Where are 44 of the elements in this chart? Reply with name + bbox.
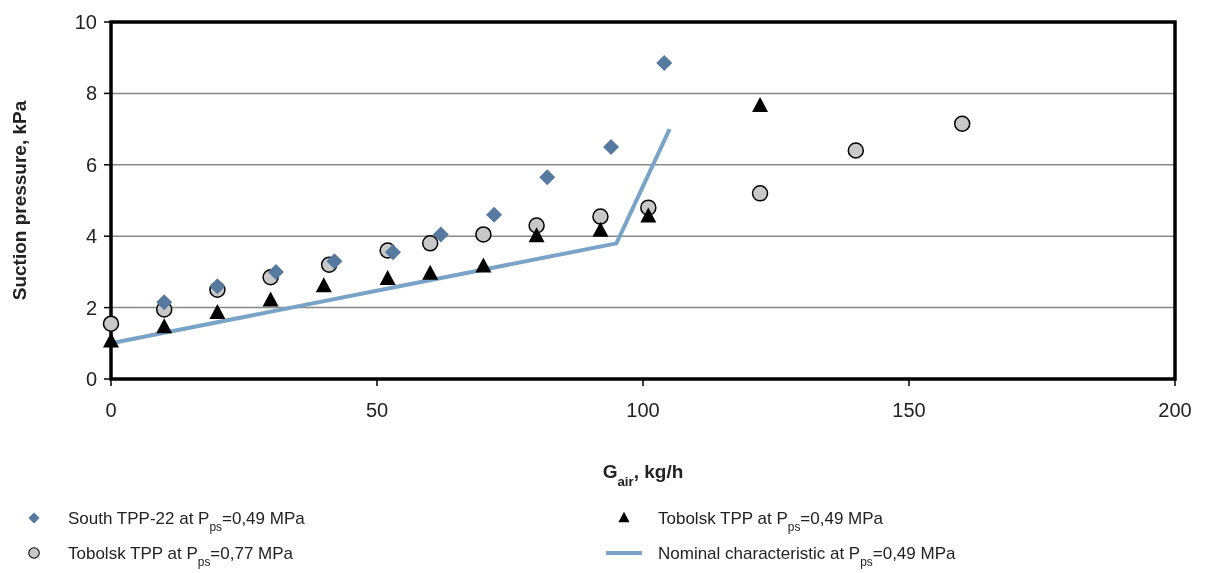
y-tick-label: 6 <box>85 153 97 176</box>
point <box>103 332 119 348</box>
y-axis-title: Suction pressure, kPa <box>9 100 30 301</box>
point <box>847 142 865 159</box>
point <box>592 221 609 237</box>
legend-label: Tobolsk TPP at P$_{ps}$=0,49 MPa <box>658 509 884 534</box>
point <box>640 207 657 223</box>
point <box>315 277 332 293</box>
point <box>156 318 173 334</box>
point <box>475 226 492 243</box>
x-tick-label: 200 <box>1158 399 1192 421</box>
point <box>475 257 492 273</box>
x-tick-label: 0 <box>105 399 117 421</box>
y-tick-label: 2 <box>85 296 97 319</box>
point <box>379 270 396 286</box>
point <box>156 294 173 311</box>
x-axis-title: G$_{air}$, kg/h <box>602 461 684 489</box>
point <box>432 226 449 243</box>
point <box>209 303 226 319</box>
point <box>528 227 545 243</box>
x-tick-label: 50 <box>365 399 389 421</box>
y-tick-label: 8 <box>85 82 97 105</box>
point <box>539 169 556 186</box>
point <box>262 291 279 307</box>
point <box>486 206 503 223</box>
point <box>592 208 609 225</box>
point <box>603 138 620 155</box>
y-tick-label: 0 <box>85 368 97 390</box>
legend-label: Nominal characteristic at P$_{ps}$=0,49 MPa <box>658 544 956 569</box>
point <box>953 115 971 132</box>
point <box>326 253 343 270</box>
legend-label: Tobolsk TPP at P$_{ps}$=0,77 MPa <box>68 544 294 569</box>
legend-label: South TPP-22 at P$_{ps}$=0,49 MPa <box>68 509 306 534</box>
y-tick-label: 4 <box>85 225 97 248</box>
point <box>102 315 120 332</box>
point <box>384 244 401 261</box>
point <box>422 264 439 280</box>
x-tick-label: 100 <box>626 399 660 421</box>
x-tick-label: 150 <box>892 399 926 421</box>
point <box>751 185 769 202</box>
point <box>421 235 439 252</box>
y-tick-label: 10 <box>74 11 97 33</box>
point <box>267 263 284 280</box>
point <box>656 55 673 72</box>
